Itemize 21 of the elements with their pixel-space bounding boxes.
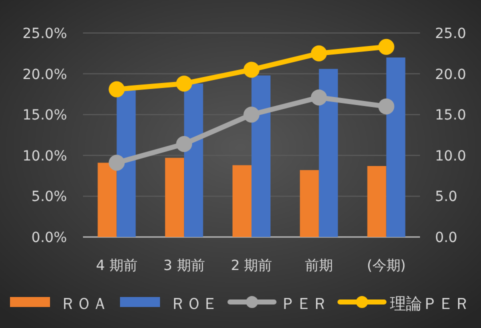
y2-tick-label: 15.0	[435, 108, 466, 124]
y-tick-label: 20.0%	[22, 66, 67, 83]
legend-label: ＰＥＲ	[280, 294, 328, 313]
y2-tick-label: 25.0	[435, 26, 466, 42]
y2-tick-label: 20.0	[435, 66, 466, 83]
y-tick-label: 25.0%	[22, 26, 67, 42]
y-tick-label: 10.0%	[22, 148, 67, 164]
legend-label: ＲＯＡ	[60, 294, 108, 313]
y-tick-label: 0.0%	[31, 230, 67, 246]
x-tick-label: 3 期前	[163, 258, 205, 274]
x-tick-label: 2 期前	[230, 258, 272, 274]
y2-tick-label: 10.0	[435, 148, 466, 164]
y-tick-label: 5.0%	[31, 189, 67, 206]
x-tick-label: 前期	[304, 258, 333, 274]
x-tick-label: (今期)	[366, 258, 406, 274]
y2-tick-label: 0.0	[435, 230, 458, 246]
legend-label: ＲＯＥ	[170, 294, 218, 313]
y2-tick-label: 5.0	[435, 189, 458, 206]
y-tick-label: 15.0%	[22, 108, 67, 124]
x-tick-label: 4 期前	[96, 258, 138, 274]
legend-label: 理論ＰＥＲ	[390, 294, 470, 313]
